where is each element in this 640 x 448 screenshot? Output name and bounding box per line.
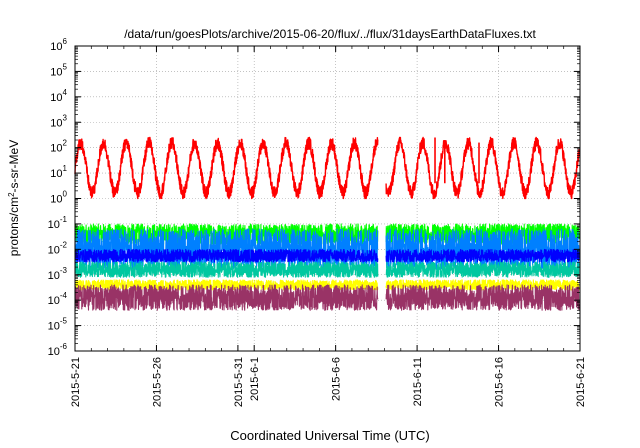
y-tick-label: 105 bbox=[50, 62, 67, 78]
x-axis: 2015-5-21 2015-5-26 2015-5-31 2015-6-1 2015-… bbox=[70, 46, 587, 407]
y-tick-label: 104 bbox=[50, 88, 67, 104]
y-axis-label: protons/cm2-s-sr-MeV bbox=[7, 140, 22, 256]
x-tick-label: 2015-6-1 bbox=[249, 357, 261, 401]
x-tick-label: 2015-6-6 bbox=[331, 357, 343, 401]
x-tick-label: 2015-5-26 bbox=[151, 357, 163, 407]
series-line bbox=[385, 284, 580, 311]
series-line bbox=[74, 284, 379, 311]
x-tick-label: 2015-6-21 bbox=[575, 357, 587, 407]
y-axis: 10-6 10-5 10-4 10-3 10-2 10-1 100 101 102 103 104 1… bbox=[48, 37, 580, 358]
series-line bbox=[385, 136, 580, 200]
y-tick-label: 100 bbox=[50, 190, 67, 206]
y-tick-label: 101 bbox=[50, 164, 67, 180]
y-tick-label: 10-6 bbox=[48, 342, 68, 358]
y-tick-label: 10-5 bbox=[48, 317, 68, 333]
series-line bbox=[74, 136, 379, 200]
y-tick-label: 10-3 bbox=[48, 266, 68, 282]
y-tick-label: 10-1 bbox=[48, 215, 68, 231]
y-tick-label: 10-2 bbox=[48, 240, 68, 256]
series-line bbox=[385, 261, 580, 278]
series-line bbox=[74, 248, 379, 263]
series-line bbox=[74, 279, 379, 291]
x-tick-label: 2015-5-31 bbox=[233, 357, 245, 407]
chart-title: /data/run/goesPlots/archive/2015-06-20/f… bbox=[124, 27, 536, 41]
y-tick-label: 106 bbox=[50, 37, 67, 53]
series-line bbox=[385, 248, 580, 263]
series-line bbox=[74, 261, 379, 278]
x-tick-label: 2015-5-21 bbox=[70, 357, 82, 407]
y-tick-label: 102 bbox=[50, 139, 67, 155]
series-layer bbox=[74, 136, 580, 311]
x-tick-label: 2015-6-11 bbox=[412, 357, 424, 406]
y-tick-label: 10-4 bbox=[48, 291, 68, 307]
x-tick-label: 2015-6-16 bbox=[494, 357, 506, 407]
y-tick-label: 103 bbox=[50, 113, 67, 129]
x-axis-label: Coordinated Universal Time (UTC) bbox=[230, 428, 429, 443]
